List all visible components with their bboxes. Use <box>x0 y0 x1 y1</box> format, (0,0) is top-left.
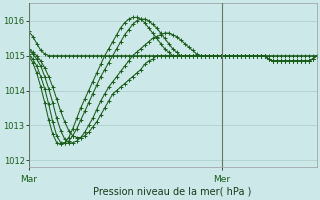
X-axis label: Pression niveau de la mer( hPa ): Pression niveau de la mer( hPa ) <box>93 187 252 197</box>
